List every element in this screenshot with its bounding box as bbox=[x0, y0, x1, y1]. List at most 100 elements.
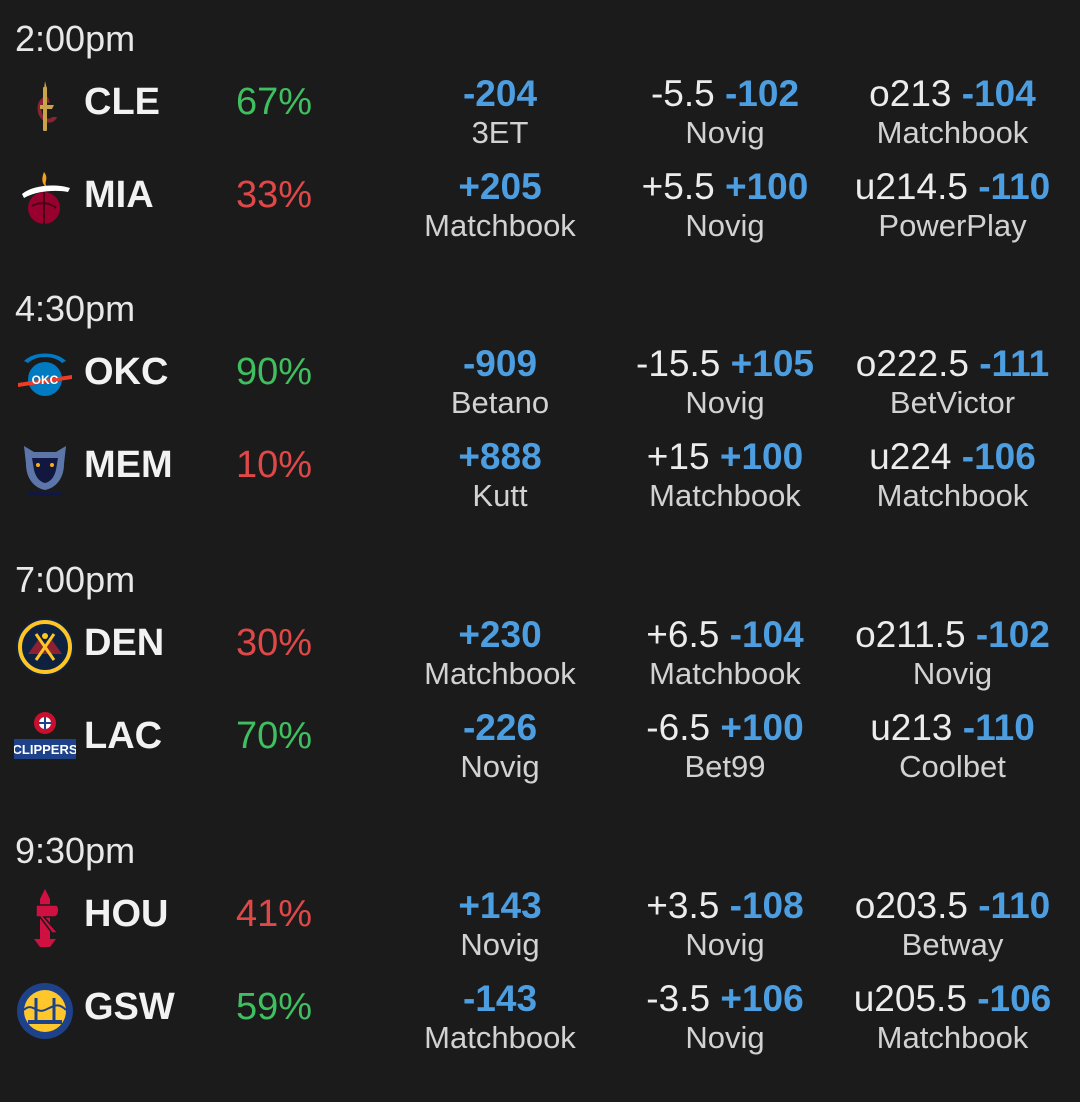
spread-cell[interactable]: +3.5 -108 Novig bbox=[610, 887, 840, 960]
game-block: 9:30pm HOU 41% +143 Novig +3.5 -108 Novi… bbox=[0, 812, 1080, 1082]
team-abbr: DEN bbox=[84, 622, 165, 664]
team-abbr: HOU bbox=[84, 893, 169, 935]
spread-price: +106 bbox=[720, 978, 804, 1019]
thunder-logo-icon: OKC bbox=[18, 353, 72, 396]
game-time: 4:30pm bbox=[15, 288, 136, 329]
moneyline-cell[interactable]: +230 Matchbook bbox=[385, 616, 615, 689]
spread-cell[interactable]: +15 +100 Matchbook bbox=[610, 438, 840, 511]
total-cell[interactable]: u224 -106 Matchbook bbox=[835, 438, 1070, 511]
win-probability: 33% bbox=[236, 174, 313, 216]
spread-cell[interactable]: -15.5 +105 Novig bbox=[610, 345, 840, 418]
sportsbook-name: Novig bbox=[685, 1020, 765, 1055]
sportsbook-name: Novig bbox=[685, 115, 765, 150]
sportsbook-name: Matchbook bbox=[424, 1020, 576, 1055]
sportsbook-name: Novig bbox=[685, 385, 765, 420]
team-row[interactable]: MIA 33% +205 Matchbook +5.5 +100 Novig u… bbox=[0, 168, 1080, 260]
total-line: o211.5 bbox=[855, 614, 966, 655]
win-probability: 59% bbox=[236, 986, 313, 1028]
sportsbook-name: BetVictor bbox=[889, 385, 1016, 420]
moneyline-cell[interactable]: +888 Kutt bbox=[385, 438, 615, 511]
moneyline-cell[interactable]: +143 Novig bbox=[385, 887, 615, 960]
game-block: 2:00pm CLE 67% -204 3ET -5.5 -102 Novig … bbox=[0, 0, 1080, 270]
win-probability: 10% bbox=[236, 444, 313, 486]
total-price: -106 bbox=[977, 978, 1052, 1019]
total-line: u224 bbox=[869, 436, 952, 477]
svg-text:CLIPPERS: CLIPPERS bbox=[14, 742, 76, 757]
sportsbook-name: Kutt bbox=[472, 478, 528, 513]
spread-cell[interactable]: -5.5 -102 Novig bbox=[610, 75, 840, 148]
sportsbook-name: Coolbet bbox=[899, 749, 1006, 784]
game-block: 4:30pm OKC OKC 90% -909 Betano -15.5 +10… bbox=[0, 270, 1080, 540]
total-line: o213 bbox=[869, 73, 952, 114]
team-row[interactable]: CLE 67% -204 3ET -5.5 -102 Novig o213 -1… bbox=[0, 75, 1080, 167]
total-price: -106 bbox=[961, 436, 1036, 477]
moneyline-cell[interactable]: -204 3ET bbox=[385, 75, 615, 148]
team-row[interactable]: MEM 10% +888 Kutt +15 +100 Matchbook u22… bbox=[0, 438, 1080, 530]
spread-line: -6.5 bbox=[646, 707, 711, 748]
total-price: -110 bbox=[978, 166, 1051, 207]
rockets-logo-icon bbox=[34, 889, 60, 947]
total-price: -110 bbox=[962, 707, 1035, 748]
win-probability: 70% bbox=[236, 715, 313, 757]
spread-cell[interactable]: +6.5 -104 Matchbook bbox=[610, 616, 840, 689]
moneyline-price: +230 bbox=[458, 614, 542, 655]
cavaliers-logo-icon bbox=[37, 81, 57, 131]
game-time: 2:00pm bbox=[15, 18, 136, 59]
moneyline-cell[interactable]: -226 Novig bbox=[385, 709, 615, 782]
total-price: -111 bbox=[979, 343, 1050, 384]
win-probability: 30% bbox=[236, 622, 313, 664]
moneyline-price: -909 bbox=[462, 343, 538, 384]
spread-price: +100 bbox=[724, 166, 809, 207]
game-block: 7:00pm DEN 30% +230 Matchbook +6.5 -104 … bbox=[0, 541, 1080, 811]
moneyline-price: -143 bbox=[462, 978, 538, 1019]
team-row[interactable]: OKC OKC 90% -909 Betano -15.5 +105 Novig… bbox=[0, 345, 1080, 437]
team-row[interactable]: GSW 59% -143 Matchbook -3.5 +106 Novig u… bbox=[0, 980, 1080, 1072]
moneyline-cell[interactable]: -909 Betano bbox=[385, 345, 615, 418]
team-abbr: MEM bbox=[84, 444, 173, 486]
total-cell[interactable]: o211.5 -102 Novig bbox=[835, 616, 1070, 689]
win-probability: 41% bbox=[236, 893, 313, 935]
moneyline-cell[interactable]: -143 Matchbook bbox=[385, 980, 615, 1053]
total-cell[interactable]: u213 -110 Coolbet bbox=[835, 709, 1070, 782]
team-row[interactable]: HOU 41% +143 Novig +3.5 -108 Novig o203.… bbox=[0, 887, 1080, 979]
total-cell[interactable]: o213 -104 Matchbook bbox=[835, 75, 1070, 148]
nuggets-logo-icon bbox=[16, 618, 74, 676]
clippers-logo-icon: CLIPPERS bbox=[14, 712, 76, 759]
total-line: o222.5 bbox=[855, 343, 969, 384]
total-line: u214.5 bbox=[854, 166, 968, 207]
total-cell[interactable]: u205.5 -106 Matchbook bbox=[835, 980, 1070, 1053]
sportsbook-name: Matchbook bbox=[876, 1020, 1029, 1055]
sportsbook-name: Novig bbox=[460, 927, 540, 962]
sportsbook-name: Novig bbox=[912, 656, 993, 691]
spread-cell[interactable]: +5.5 +100 Novig bbox=[610, 168, 840, 241]
moneyline-cell[interactable]: +205 Matchbook bbox=[385, 168, 615, 241]
spread-line: -15.5 bbox=[636, 343, 721, 384]
team-abbr: OKC bbox=[84, 351, 169, 393]
sportsbook-name: PowerPlay bbox=[878, 208, 1027, 243]
team-abbr: LAC bbox=[84, 715, 163, 757]
total-cell[interactable]: o222.5 -111 BetVictor bbox=[835, 345, 1070, 418]
spread-line: -3.5 bbox=[646, 978, 711, 1019]
team-row[interactable]: CLIPPERS LAC 70% -226 Novig -6.5 +100 Be… bbox=[0, 709, 1080, 801]
spread-line: +15 bbox=[646, 436, 710, 477]
sportsbook-name: Matchbook bbox=[876, 115, 1029, 150]
spread-cell[interactable]: -3.5 +106 Novig bbox=[610, 980, 840, 1053]
grizzlies-logo-icon bbox=[24, 446, 66, 496]
sportsbook-name: Matchbook bbox=[649, 656, 801, 691]
total-cell[interactable]: o203.5 -110 Betway bbox=[835, 887, 1070, 960]
heat-logo-icon bbox=[22, 172, 70, 224]
total-line: u213 bbox=[870, 707, 953, 748]
game-time: 7:00pm bbox=[15, 559, 136, 600]
spread-price: -102 bbox=[724, 73, 800, 114]
sportsbook-name: 3ET bbox=[471, 115, 529, 150]
team-row[interactable]: DEN 30% +230 Matchbook +6.5 -104 Matchbo… bbox=[0, 616, 1080, 708]
sportsbook-name: Matchbook bbox=[649, 478, 801, 513]
win-probability: 67% bbox=[236, 81, 313, 123]
total-cell[interactable]: u214.5 -110 PowerPlay bbox=[835, 168, 1070, 241]
moneyline-price: +143 bbox=[458, 885, 542, 926]
sportsbook-name: Betway bbox=[901, 927, 1004, 962]
spread-price: -108 bbox=[729, 885, 804, 926]
spread-cell[interactable]: -6.5 +100 Bet99 bbox=[610, 709, 840, 782]
total-line: o203.5 bbox=[854, 885, 968, 926]
